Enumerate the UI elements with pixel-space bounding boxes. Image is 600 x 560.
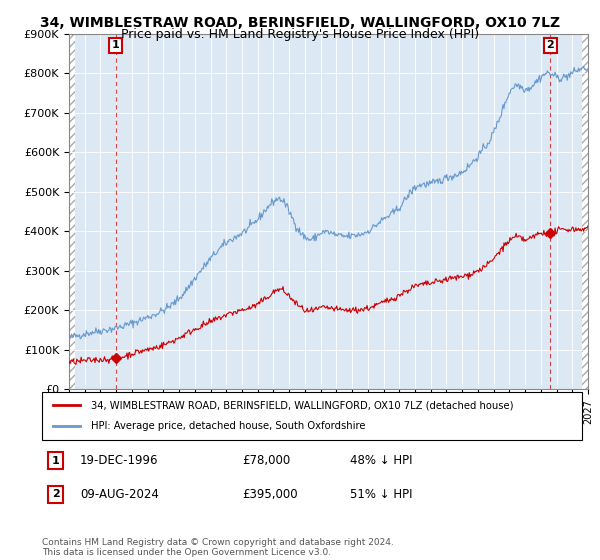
Text: £395,000: £395,000 [242,488,298,501]
Text: 09-AUG-2024: 09-AUG-2024 [80,488,158,501]
Text: HPI: Average price, detached house, South Oxfordshire: HPI: Average price, detached house, Sout… [91,421,365,431]
Text: 48% ↓ HPI: 48% ↓ HPI [350,454,412,467]
Text: 19-DEC-1996: 19-DEC-1996 [80,454,158,467]
Text: 51% ↓ HPI: 51% ↓ HPI [350,488,412,501]
Text: 1: 1 [52,456,59,465]
Text: 2: 2 [52,489,59,499]
Text: 1: 1 [112,40,119,50]
Text: £78,000: £78,000 [242,454,290,467]
FancyBboxPatch shape [42,392,582,440]
Text: 34, WIMBLESTRAW ROAD, BERINSFIELD, WALLINGFORD, OX10 7LZ: 34, WIMBLESTRAW ROAD, BERINSFIELD, WALLI… [40,16,560,30]
Text: Price paid vs. HM Land Registry's House Price Index (HPI): Price paid vs. HM Land Registry's House … [121,28,479,41]
Bar [69,34,75,389]
Text: Contains HM Land Registry data © Crown copyright and database right 2024.
This d: Contains HM Land Registry data © Crown c… [42,538,394,557]
Text: 34, WIMBLESTRAW ROAD, BERINSFIELD, WALLINGFORD, OX10 7LZ (detached house): 34, WIMBLESTRAW ROAD, BERINSFIELD, WALLI… [91,400,513,410]
Bar [582,34,588,389]
Text: 2: 2 [547,40,554,50]
